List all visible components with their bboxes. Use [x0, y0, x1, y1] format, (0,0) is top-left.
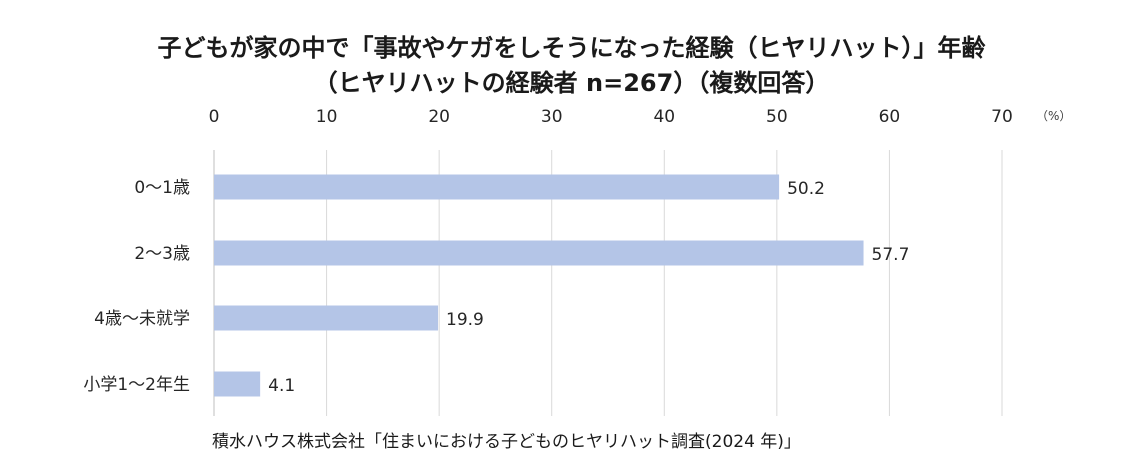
x-tick-label: 40 — [653, 107, 675, 127]
x-tick-label: 10 — [316, 107, 338, 127]
x-axis-unit: （%） — [1036, 109, 1071, 123]
x-tick-label: 50 — [766, 107, 788, 127]
bar — [214, 371, 261, 397]
data-label: 57.7 — [872, 245, 910, 265]
category-label: 小学1～2年生 — [83, 375, 190, 395]
data-label: 50.2 — [787, 179, 825, 199]
category-label: 2～3歳 — [134, 244, 190, 264]
category-label: 4歳～未就学 — [94, 309, 190, 329]
x-tick-label: 0 — [209, 107, 220, 127]
x-tick-label: 30 — [541, 107, 563, 127]
x-tick-label: 70 — [991, 107, 1013, 127]
bar — [214, 240, 864, 266]
x-tick-label: 60 — [879, 107, 901, 127]
chart-title-line2: （ヒヤリハットの経験者 n=267）（複数回答） — [313, 69, 830, 97]
bar — [214, 305, 439, 331]
x-tick-label: 20 — [428, 107, 450, 127]
bar — [214, 174, 780, 200]
source-note: 積水ハウス株式会社「住まいにおける子どものヒヤリハット調査(2024 年)」 — [212, 432, 801, 452]
chart-title-line1: 子どもが家の中で「事故やケガをしそうになった経験（ヒヤリハット）」年齢 — [157, 34, 986, 62]
data-label: 19.9 — [446, 310, 484, 330]
category-label: 0～1歳 — [134, 178, 190, 198]
data-label: 4.1 — [268, 376, 295, 396]
